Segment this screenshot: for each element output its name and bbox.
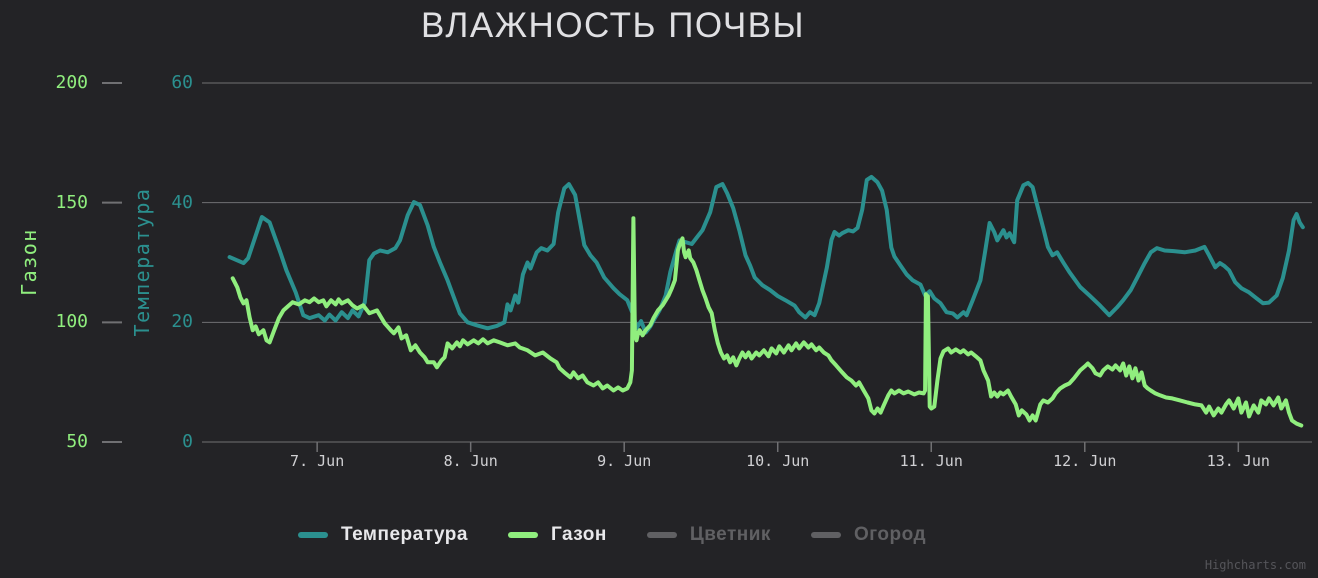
legend-marker-gazon bbox=[507, 532, 538, 538]
legend-item-label: Огород bbox=[853, 524, 927, 545]
legend-item-label: Газон bbox=[550, 524, 607, 545]
legend-item-temperatura[interactable]: Температура bbox=[297, 524, 468, 546]
legend-marker-ogorod bbox=[810, 532, 841, 538]
xaxis-tick-label: 11. Jun bbox=[899, 452, 963, 470]
credits-link[interactable]: Highcharts.com bbox=[1204, 558, 1306, 572]
xaxis-tick-label: 9. Jun bbox=[597, 452, 652, 470]
chart-title: ВЛАЖНОСТЬ ПОЧВЫ bbox=[420, 6, 806, 45]
xaxis-tick-label: 7. Jun bbox=[290, 452, 345, 470]
series-line-Газон[interactable] bbox=[230, 216, 1304, 428]
legend-marker-cvetnik bbox=[646, 532, 677, 538]
xaxis-tick-label: 8. Jun bbox=[443, 452, 498, 470]
xaxis-tick-label: 10. Jun bbox=[746, 452, 810, 470]
legend-marker-temperatura bbox=[297, 532, 328, 538]
legend-item-gazon[interactable]: Газон bbox=[507, 524, 607, 546]
legend-item-label: Цветник bbox=[689, 524, 771, 545]
xaxis-tick-label: 12. Jun bbox=[1053, 452, 1117, 470]
series-line-Температура[interactable] bbox=[227, 174, 1305, 335]
legend-item-ogorod[interactable]: Огород bbox=[810, 524, 927, 546]
legend-item-label: Температура bbox=[340, 524, 468, 545]
legend-item-cvetnik[interactable]: Цветник bbox=[646, 524, 771, 546]
legend: Температура Газон Цветник Огород bbox=[0, 520, 1224, 550]
xaxis-tick-label: 13. Jun bbox=[1206, 452, 1270, 470]
